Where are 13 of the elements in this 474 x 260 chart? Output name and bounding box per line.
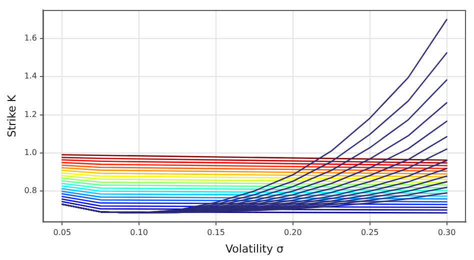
y-tick-label: 1.6 xyxy=(24,34,37,43)
x-axis-title: Volatility σ xyxy=(225,242,284,256)
y-tick-label: 1.0 xyxy=(24,148,37,157)
y-axis-title: Strike K xyxy=(5,94,18,138)
x-tick-label: 0.25 xyxy=(360,228,379,238)
x-tick-label: 0.15 xyxy=(207,228,225,238)
y-tick-label: 0.8 xyxy=(24,186,37,196)
x-tick-label: 0.10 xyxy=(130,228,148,238)
x-tick-label: 0.05 xyxy=(53,228,72,238)
x-tick-label: 0.20 xyxy=(284,228,302,238)
x-tick-label: 0.30 xyxy=(438,228,456,238)
y-tick-label: 1.2 xyxy=(24,110,37,119)
y-tick-label: 1.4 xyxy=(24,72,37,81)
